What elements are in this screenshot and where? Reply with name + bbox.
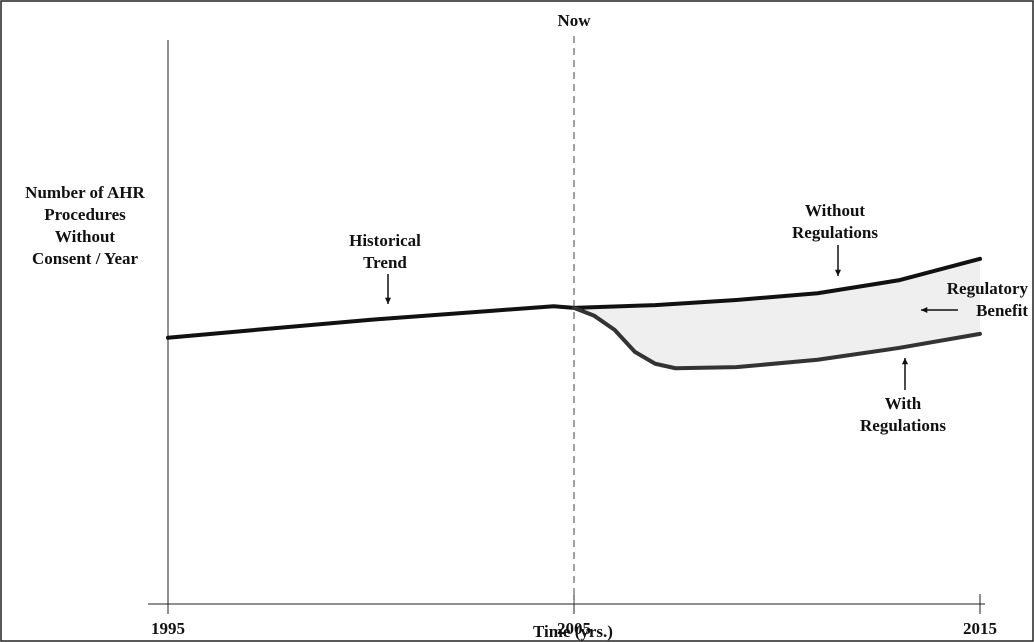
annotation: Trend <box>363 253 407 272</box>
y-axis-label: Number of AHR <box>25 183 145 202</box>
x-axis-label: Time (yrs.) <box>533 622 613 641</box>
x-tick-label: 1995 <box>151 619 185 638</box>
series-line <box>572 256 982 310</box>
y-axis-label: Without <box>55 227 115 246</box>
x-tick-label: 2015 <box>963 619 997 638</box>
arrow-head <box>834 269 842 276</box>
annotation: With <box>885 394 922 413</box>
annotation: Without <box>805 201 865 220</box>
annotation: Benefit <box>976 301 1028 320</box>
y-axis-label: Procedures <box>44 205 126 224</box>
arrow-head <box>901 358 909 365</box>
benefit-area <box>574 258 980 369</box>
annotation: Regulatory <box>947 279 1029 298</box>
annotation: Historical <box>349 231 421 250</box>
arrow-head <box>921 306 928 314</box>
series-line <box>166 304 576 340</box>
now-label: Now <box>557 11 591 30</box>
x-tick-label: 2005 <box>557 619 591 638</box>
arrow-head <box>384 297 392 304</box>
annotation: Regulations <box>860 416 946 435</box>
series-line <box>572 305 982 371</box>
annotation: Regulations <box>792 223 878 242</box>
y-axis-label: Consent / Year <box>32 249 139 268</box>
